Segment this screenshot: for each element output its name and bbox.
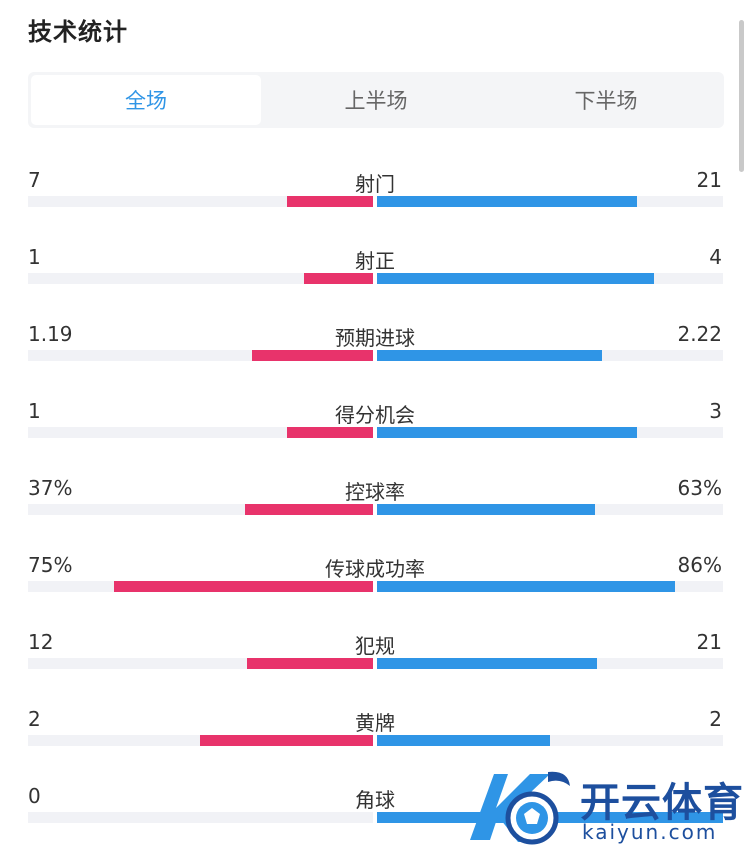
stat-label: 黄牌 bbox=[355, 711, 395, 735]
stat-label: 得分机会 bbox=[335, 403, 415, 427]
away-bar bbox=[377, 658, 597, 669]
away-bar-track bbox=[377, 658, 723, 669]
away-bar bbox=[377, 581, 675, 592]
home-bar-track bbox=[28, 581, 373, 592]
stat-row: 12 犯规 21 bbox=[0, 630, 750, 690]
stat-label: 传球成功率 bbox=[325, 557, 425, 581]
home-bar bbox=[245, 504, 373, 515]
period-tabs: 全场 上半场 下半场 bbox=[28, 72, 724, 128]
stat-row: 7 射门 21 bbox=[0, 168, 750, 228]
tab-first-half[interactable]: 上半场 bbox=[344, 89, 408, 113]
home-bar bbox=[252, 350, 373, 361]
home-bar-track bbox=[28, 350, 373, 361]
away-bar bbox=[377, 735, 550, 746]
watermark-brand: 开云体育 bbox=[580, 780, 744, 826]
away-bar-track bbox=[377, 273, 723, 284]
away-value: 21 bbox=[696, 630, 722, 654]
stat-label: 犯规 bbox=[355, 634, 395, 658]
home-value: 75% bbox=[28, 553, 73, 577]
home-bar bbox=[304, 273, 373, 284]
home-bar-track bbox=[28, 427, 373, 438]
away-bar-track bbox=[377, 196, 723, 207]
stat-label: 控球率 bbox=[345, 480, 405, 504]
stat-label: 角球 bbox=[355, 788, 395, 812]
home-value: 37% bbox=[28, 476, 73, 500]
away-bar bbox=[377, 427, 637, 438]
tab-second-half[interactable]: 下半场 bbox=[574, 89, 638, 113]
away-bar-track bbox=[377, 504, 723, 515]
page-title: 技术统计 bbox=[28, 18, 128, 46]
home-bar-track bbox=[28, 812, 373, 823]
home-bar bbox=[114, 581, 373, 592]
watermark-domain: kaiyun.com bbox=[582, 820, 718, 844]
away-bar-track bbox=[377, 427, 723, 438]
home-value: 1 bbox=[28, 245, 41, 269]
home-bar bbox=[287, 427, 373, 438]
home-value: 1 bbox=[28, 399, 41, 423]
home-bar-track bbox=[28, 196, 373, 207]
home-bar bbox=[200, 735, 373, 746]
home-bar-track bbox=[28, 273, 373, 284]
stat-label: 射门 bbox=[355, 172, 395, 196]
stat-label: 预期进球 bbox=[335, 326, 415, 350]
away-bar bbox=[377, 273, 654, 284]
stat-row: 1 射正 4 bbox=[0, 245, 750, 305]
home-value: 1.19 bbox=[28, 322, 73, 346]
home-value: 2 bbox=[28, 707, 41, 731]
away-bar-track bbox=[377, 735, 723, 746]
home-bar bbox=[287, 196, 373, 207]
away-bar bbox=[377, 196, 637, 207]
stat-row: 75% 传球成功率 86% bbox=[0, 553, 750, 613]
home-bar-track bbox=[28, 658, 373, 669]
away-value: 21 bbox=[696, 168, 722, 192]
away-bar bbox=[377, 350, 602, 361]
away-value: 2 bbox=[709, 707, 722, 731]
away-value: 4 bbox=[709, 245, 722, 269]
away-value: 63% bbox=[677, 476, 722, 500]
scrollbar[interactable] bbox=[739, 20, 744, 172]
home-value: 12 bbox=[28, 630, 54, 654]
stat-row: 1 得分机会 3 bbox=[0, 399, 750, 459]
away-bar bbox=[377, 504, 595, 515]
stat-row: 2 黄牌 2 bbox=[0, 707, 750, 767]
away-bar-track bbox=[377, 581, 723, 592]
home-value: 7 bbox=[28, 168, 41, 192]
home-bar bbox=[247, 658, 373, 669]
watermark: 开云体育 kaiyun.com bbox=[460, 760, 750, 856]
tab-full-match[interactable]: 全场 bbox=[31, 75, 261, 125]
away-bar-track bbox=[377, 350, 723, 361]
away-value: 2.22 bbox=[677, 322, 722, 346]
away-value: 86% bbox=[677, 553, 722, 577]
away-value: 3 bbox=[709, 399, 722, 423]
stat-row: 37% 控球率 63% bbox=[0, 476, 750, 536]
stat-label: 射正 bbox=[355, 249, 395, 273]
stat-row: 1.19 预期进球 2.22 bbox=[0, 322, 750, 382]
kaiyun-logo-icon bbox=[470, 771, 570, 845]
home-bar-track bbox=[28, 735, 373, 746]
home-value: 0 bbox=[28, 784, 41, 808]
home-bar-track bbox=[28, 504, 373, 515]
